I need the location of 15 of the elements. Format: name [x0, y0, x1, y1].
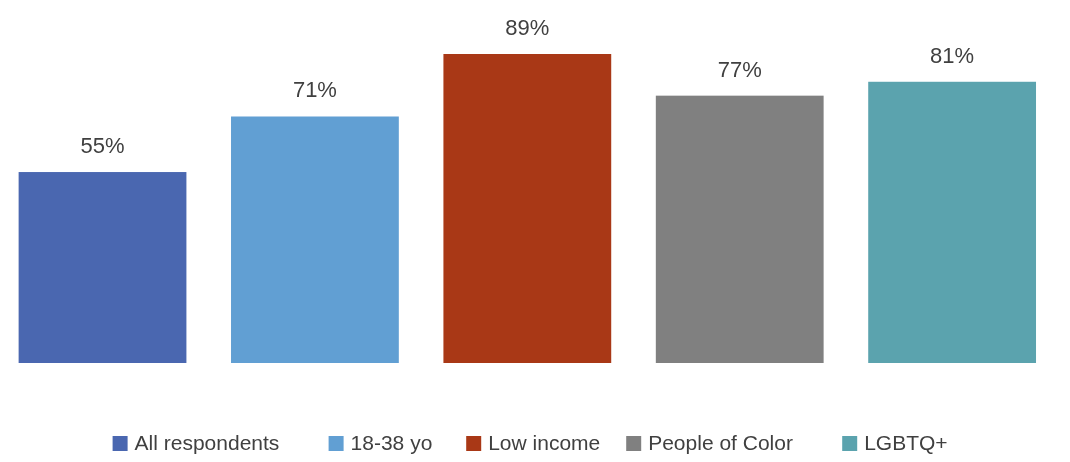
data-label: 89%	[505, 15, 550, 40]
bar	[18, 172, 187, 363]
data-label: 55%	[80, 133, 125, 159]
legend-label: Low income	[488, 431, 601, 454]
bar	[655, 95, 824, 363]
bar	[868, 81, 1037, 363]
bar	[231, 116, 399, 363]
legend-label: All respondents	[134, 431, 280, 454]
bar	[443, 54, 612, 363]
legend-label: LGBTQ+	[864, 431, 948, 454]
legend-label: 18-38 yo	[350, 431, 433, 454]
data-label: 71%	[292, 77, 337, 103]
legend-label: People of Color	[648, 431, 793, 454]
data-label: 81%	[930, 42, 975, 68]
data-label: 77%	[717, 56, 762, 82]
